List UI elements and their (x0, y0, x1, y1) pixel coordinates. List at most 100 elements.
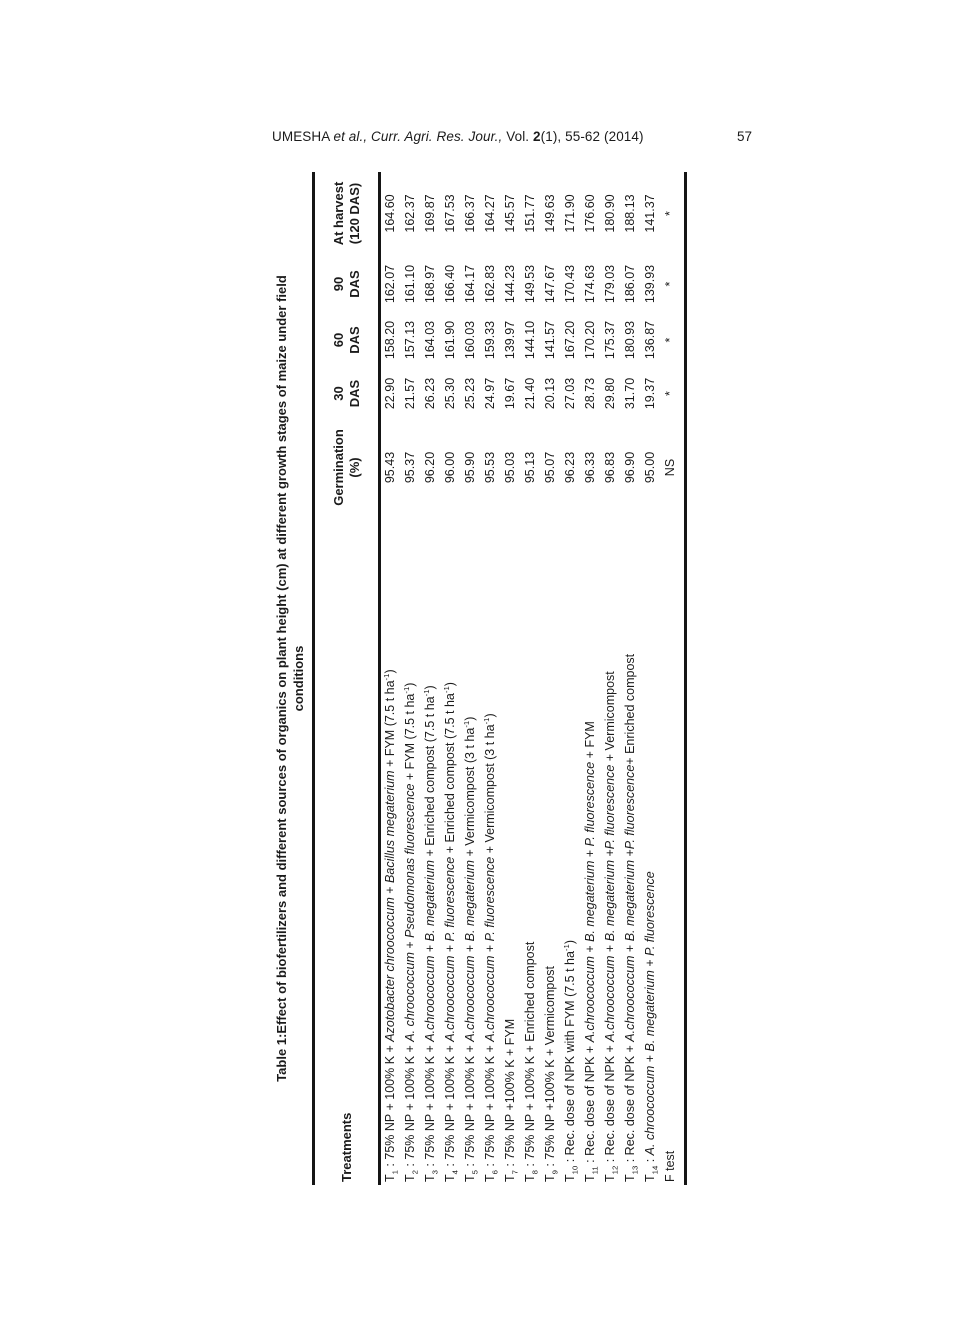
value-cell: 160.03 (462, 320, 477, 360)
value-cell: 29.80 (602, 377, 617, 410)
value-cell: 188.13 (622, 194, 637, 233)
table-bottom-rule (683, 172, 687, 1185)
page-number: 57 (737, 129, 753, 144)
table-title-line-2: conditions (291, 645, 306, 712)
treatment-label: T13 : Rec. dose of NPK + A.chroococcum +… (622, 653, 640, 1182)
value-cell: 96.20 (422, 451, 437, 484)
value-cell: 139.97 (502, 320, 517, 360)
value-cell: 141.37 (642, 194, 657, 233)
value-cell: 168.97 (422, 264, 437, 304)
value-cell: 145.57 (502, 194, 517, 233)
value-cell: 144.23 (502, 264, 517, 304)
treatment-label: T7 : 75% NP +100% K + FYM (502, 1018, 520, 1182)
value-cell: 96.90 (622, 451, 637, 484)
value-cell: 170.43 (562, 264, 577, 304)
treatment-label: T11 : Rec. dose of NPK + A.chroococcum +… (582, 721, 600, 1182)
table-row-t12: T12 : Rec. dose of NPK + A.chroococcum +… (600, 172, 620, 1185)
value-cell: 21.40 (522, 377, 537, 410)
table-row-f-test: F test NS * * * * (660, 172, 680, 1185)
table-row-t13: T13 : Rec. dose of NPK + A.chroococcum +… (620, 172, 640, 1185)
value-cell: * (662, 211, 677, 216)
table-header-row: Treatments Germination (%) 30 DAS 60 DAS 90 DAS A… (313, 172, 380, 1185)
table-row-t11: T11 : Rec. dose of NPK + A.chroococcum +… (580, 172, 600, 1185)
value-cell: 19.67 (502, 377, 517, 410)
value-cell: 169.87 (422, 194, 437, 233)
treatment-label: T1 : 75% NP + 100% K + Azotobacter chroo… (382, 669, 400, 1182)
value-cell: 166.40 (442, 264, 457, 304)
value-cell: 149.63 (542, 194, 557, 233)
table-title: Table 1:Effect of biofertilizers and dif… (268, 172, 312, 1185)
table-title-line-1: Table 1:Effect of biofertilizers and dif… (274, 275, 289, 1082)
value-cell: 95.37 (402, 451, 417, 484)
value-cell: 28.73 (582, 377, 597, 410)
value-cell: 95.43 (383, 451, 398, 484)
treatment-label: T3 : 75% NP + 100% K + A.chroococcum + B… (421, 685, 439, 1182)
treatment-label: T14 : A. chroococcum + B. megaterium + P… (642, 871, 660, 1182)
value-cell: 180.93 (622, 320, 637, 360)
treatment-label: T12 : Rec. dose of NPK + A.chroococcum +… (602, 671, 620, 1182)
value-cell: 31.70 (622, 377, 637, 410)
rotated-table-block: Table 1:Effect of biofertilizers and dif… (268, 172, 691, 1185)
table-row-t6: T6 : 75% NP + 100% K + A.chroococcum + P… (480, 172, 500, 1185)
value-cell: 136.87 (642, 320, 657, 360)
treatment-label: F test (662, 1150, 677, 1182)
value-cell: 22.90 (383, 377, 398, 410)
value-cell: 24.97 (482, 377, 497, 410)
treatment-label: T9 : 75% NP +100% K + Vermicompost (542, 966, 560, 1182)
value-cell: 164.17 (462, 264, 477, 304)
value-cell: 27.03 (562, 377, 577, 410)
column-header-30-das: 30 DAS (313, 367, 380, 420)
value-cell: 164.60 (383, 194, 398, 233)
treatment-label: T2 : 75% NP + 100% K + A. chroococcum + … (401, 682, 419, 1182)
table-row-t9: T9 : 75% NP +100% K + Vermicompost 95.07 2… (540, 172, 560, 1185)
column-header-90-das: 90 DAS (313, 255, 380, 313)
table-row-t5: T5 : 75% NP + 100% K + A.chroococcum + B… (460, 172, 480, 1185)
value-cell: 26.23 (422, 377, 437, 410)
value-cell: 144.10 (522, 320, 537, 360)
value-cell: 141.57 (542, 320, 557, 360)
value-cell: 96.33 (582, 451, 597, 484)
value-cell: 95.53 (482, 451, 497, 484)
column-header-germination: Germination (%) (313, 420, 380, 515)
table-row-t4: T4 : 75% NP + 100% K + A.chroococcum + P… (440, 172, 460, 1185)
value-cell: 20.13 (542, 377, 557, 410)
treatment-label: T4 : 75% NP + 100% K + A.chroococcum + P… (441, 682, 459, 1182)
value-cell: 166.37 (462, 194, 477, 233)
value-cell: 95.07 (542, 451, 557, 484)
value-cell: 96.23 (562, 451, 577, 484)
value-cell: 170.20 (582, 320, 597, 360)
value-cell: 162.07 (383, 264, 398, 304)
treatment-label: T5 : 75% NP + 100% K + A.chroococcum + B… (461, 716, 479, 1182)
value-cell: * (662, 391, 677, 396)
column-header-treatments: Treatments (313, 515, 380, 1185)
table-row-t8: T8 : 75% NP + 100% K + Enriched compost 9… (520, 172, 540, 1185)
value-cell: * (662, 281, 677, 287)
value-cell: 95.90 (462, 451, 477, 484)
table-row-t7: T7 : 75% NP +100% K + FYM 95.03 19.67 139.9… (500, 172, 520, 1185)
column-header-60-das: 60 DAS (313, 313, 380, 367)
value-cell: * (662, 337, 677, 343)
value-cell: 159.33 (482, 320, 497, 360)
value-cell: 157.13 (402, 320, 417, 360)
value-cell: 186.07 (622, 264, 637, 304)
value-cell: 161.10 (402, 264, 417, 304)
value-cell: 167.53 (442, 194, 457, 233)
treatment-label: T8 : 75% NP + 100% K + Enriched compost (522, 941, 540, 1182)
treatment-label: T6 : 75% NP + 100% K + A.chroococcum + P… (481, 713, 499, 1182)
value-cell: 25.30 (442, 377, 457, 410)
value-cell: 180.90 (602, 194, 617, 233)
value-cell: 171.90 (562, 194, 577, 233)
table-row-t14: T14 : A. chroococcum + B. megaterium + P… (640, 172, 660, 1185)
value-cell: NS (662, 458, 677, 477)
value-cell: 95.00 (642, 451, 657, 484)
table-row-t3: T3 : 75% NP + 100% K + A.chroococcum + B… (420, 172, 440, 1185)
value-cell: 174.63 (582, 264, 597, 304)
table-row-t10: T10 : Rec. dose of NPK with FYM (7.5 t h… (560, 172, 580, 1185)
value-cell: 19.37 (642, 377, 657, 410)
value-cell: 95.13 (522, 451, 537, 484)
value-cell: 164.27 (482, 194, 497, 233)
value-cell: 175.37 (602, 320, 617, 360)
value-cell: 147.67 (542, 264, 557, 304)
column-header-at-harvest: At harvest (120 DAS) (313, 172, 380, 255)
value-cell: 151.77 (522, 194, 537, 233)
